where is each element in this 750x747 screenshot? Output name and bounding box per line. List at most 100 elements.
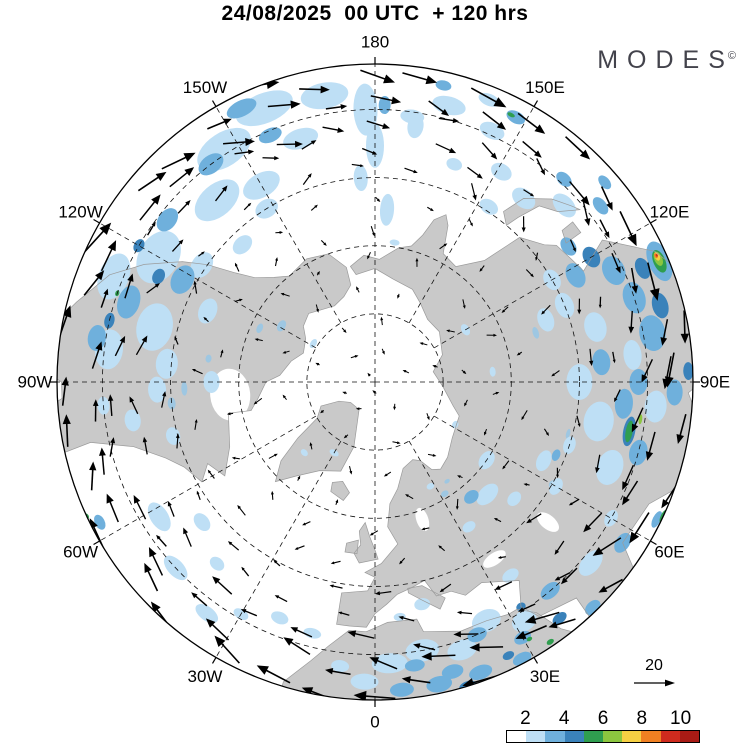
colorbar-tick-label: 8 [636,708,648,729]
shading-blob-level-3 [435,80,452,91]
wind-arrow [535,252,539,261]
shading-blob-level-2 [165,427,181,445]
wind-arrow [156,534,167,547]
wind-arrow [493,518,502,523]
land-italy [407,585,446,610]
wind-arrow [486,333,497,337]
shading-blob-level-2 [147,502,171,532]
wind-arrow [469,643,504,652]
meridian-label-30W: 30W [188,667,223,686]
copyright-mark: © [727,49,736,62]
shading-blob-level-3 [592,197,609,215]
colorbar-segment-8 [641,731,661,742]
wind-arrow [426,413,430,421]
wind-arrow [560,567,578,585]
shading-blob-level-3 [156,208,179,232]
shading-blob-level-2 [578,550,603,576]
wind-arrow [401,676,431,684]
wind-arrow [370,95,402,105]
wind-arrow [62,414,71,447]
lake [205,354,212,363]
shading-blob-level-3 [560,237,577,256]
colorbar-segment-1 [507,731,527,742]
wind-arrow [254,338,263,342]
shading-blob-level-2 [479,198,499,215]
wind-arrow [234,262,240,272]
shading-blob-level-3 [117,285,141,319]
colorbar-tick-label: 6 [597,708,609,729]
shading-blob-level-2 [193,513,211,532]
shading-blob-level-3 [389,682,414,697]
shading-blob-level-2 [604,509,618,527]
meridian-line [99,222,317,349]
shading-blob-level-2 [491,162,512,181]
wind-arrow [370,226,375,237]
wind-arrow [619,211,637,247]
shading-blob-level-3 [598,175,612,190]
wind-arrow [589,348,594,367]
wind-arrow [427,206,434,212]
coastline-great-britain [353,521,379,564]
shading-blob-level-2 [476,483,499,506]
wind-arrow [325,104,348,110]
shading-blob-level-5 [507,112,515,118]
meridian-label-90W: 90W [18,373,53,392]
coastline-greenland [274,400,360,483]
wind-arrow [142,436,148,455]
wind-arrow [629,512,650,544]
meridian-line [99,415,317,542]
meridian-label-30E: 30E [530,667,560,686]
shading-blob-level-4 [152,268,166,285]
wind-arrow [598,296,602,309]
wind-arrow [91,341,103,369]
wind-arrow [325,668,351,675]
wind-arrow [253,397,263,405]
wind-arrow [439,243,448,250]
wind-arrow [380,316,384,326]
shading-blob-level-2 [462,521,476,533]
rim-tick [93,540,100,546]
shading-blob-level-2 [389,239,400,246]
land-iceland [330,481,350,501]
wind-arrow [432,365,438,368]
colorbar-segment-3 [545,731,565,742]
wind-arrow [226,412,234,416]
wind-arrow [135,335,148,356]
wind-arrow [404,167,418,174]
inner-seas-layer [210,368,603,568]
shading-blob-level-4 [502,651,515,661]
shading-blob-level-2 [512,609,537,632]
shading-blob-level-5 [546,638,554,645]
wind-arrow [274,595,288,603]
wind-arrow [107,394,114,416]
wind-arrow [438,117,460,124]
shading-blob-level-3 [258,127,282,144]
wind-arrow [599,219,610,239]
rim-tick [533,100,539,107]
shading-blob-level-2 [426,483,435,490]
shading-blob-level-2 [232,235,253,255]
wind-arrow [576,415,581,428]
wind-arrow [536,158,545,176]
meridian-line [433,222,651,349]
wind-arrow [207,469,215,479]
wind-arrow [193,280,198,294]
wind-arrow [214,185,228,202]
sea-baltic-sea [415,507,430,531]
wind-arrow [497,555,506,559]
wind-arrow [614,389,621,403]
wind-arrow [456,610,473,615]
rim-tick [650,218,657,224]
rim-ticks-layer [50,57,700,707]
latitude-circle-75 [306,313,444,451]
wind-arrow [207,118,232,130]
meridian-label-60E: 60E [654,543,684,562]
shading-blob-level-2 [303,627,322,639]
shading-blob-level-3 [467,627,487,643]
wind-arrow [220,349,224,358]
coastline-layer [57,198,693,700]
wind-arrow [427,453,437,457]
meridian-label-60W: 60W [63,543,98,562]
wind-arrow [161,152,196,170]
wind-arrow [100,240,117,272]
